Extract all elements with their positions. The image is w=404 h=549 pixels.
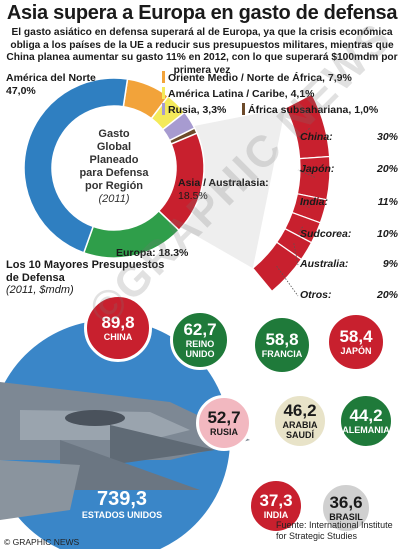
bubble-name: BRASIL <box>329 512 363 522</box>
label-name: América Latina / Caribe <box>168 88 285 100</box>
bubble-name: RUSIA <box>209 427 238 437</box>
asia-row-name: Australia: <box>300 258 349 270</box>
bubble-francia: 58,8 FRANCIA <box>252 315 312 375</box>
label-value: 47,0% <box>6 85 36 97</box>
asia-row: Otros: 20% <box>300 289 398 301</box>
asia-row: Japón: 20% <box>300 163 398 175</box>
swatch-icon <box>162 103 165 115</box>
label-north-america: América del Norte 47,0% <box>6 72 96 98</box>
bubble-value: 58,4 <box>339 327 373 346</box>
bubble-value: 62,7 <box>183 320 217 339</box>
label-name: América del Norte <box>6 72 96 84</box>
bubble-alemania: 44,2 ALEMANIA <box>338 393 394 449</box>
bubble-value: 46,2 <box>283 401 317 420</box>
bubble-china: 89,8 CHINA <box>84 294 152 362</box>
donut-slices <box>23 77 205 259</box>
bubble-value: 739,3 <box>96 487 148 510</box>
swatch-icon <box>242 103 245 115</box>
donut-center-label: Gasto Global Planeado para Defensa por R… <box>58 128 170 206</box>
asia-breakdown-fan <box>174 93 331 297</box>
swatch-icon <box>162 87 165 99</box>
bubble-name: JAPÓN <box>340 346 372 356</box>
bubble-value: 36,6 <box>329 493 363 512</box>
asia-row: Sudcorea: 10% <box>300 228 398 240</box>
asia-row-name: Sudcorea: <box>300 228 352 240</box>
label-name: África subsahariana <box>248 104 349 116</box>
jet-backdrop <box>0 320 250 549</box>
donut-slice-am-rica-del-norte <box>23 77 129 254</box>
asia-row: Australia: 9% <box>300 258 398 270</box>
bubble-rusia: 52,7 RUSIA <box>196 395 252 451</box>
asia-leader-line <box>276 265 299 297</box>
center-line: Global <box>96 141 132 153</box>
asia-row-value: 9% <box>382 258 398 270</box>
asia-row-name: China: <box>300 131 333 143</box>
bubble-india: 37,3 INDIA <box>248 478 304 534</box>
center-line: por Región <box>84 180 144 192</box>
page-title: Asia supera a Europa en gasto de defensa <box>6 2 398 24</box>
center-line: para Defensa <box>79 167 149 179</box>
label-value: 18.5% <box>178 190 208 202</box>
label-russia: Rusia, 3,3% <box>162 103 226 116</box>
label-europe: Europa: 18.3% <box>116 247 188 259</box>
bubble-brasil: 36,6 BRASIL <box>320 482 372 534</box>
asia-row-value: 11% <box>377 196 398 208</box>
asia-leader-line <box>297 202 310 208</box>
bubble-reino-unido: 62,7 REINO UNIDO <box>170 310 230 370</box>
top10-heading: Los 10 Mayores Presupuestos de Defensa (… <box>6 259 176 297</box>
label-asia: Asia / Australasia: 18.5% <box>178 177 269 203</box>
asia-row-name: Otros: <box>300 289 332 301</box>
top10-title: Los 10 Mayores Presupuestos de Defensa <box>6 259 165 284</box>
asia-row-value: 30% <box>376 131 398 143</box>
center-line: Gasto <box>98 128 130 140</box>
bubble-value: 44,2 <box>349 406 383 425</box>
asia-row-value: 10% <box>376 228 398 240</box>
label-value: 18.3% <box>158 247 189 259</box>
asia-row: China: 30% <box>300 131 398 143</box>
asia-row-value: 20% <box>376 163 398 175</box>
label-name: Rusia <box>168 104 197 116</box>
asia-row-value: 20% <box>376 289 398 301</box>
bubble-value: 37,3 <box>259 491 293 510</box>
label-middle-east: Oriente Medio / Norte de África, 7,9% <box>162 71 352 84</box>
center-line: Planeado <box>89 154 139 166</box>
asia-row-name: India: <box>300 196 328 208</box>
label-value: 1,0% <box>354 104 379 116</box>
label-name: Europa: <box>116 247 156 259</box>
bubble-value: 89,8 <box>101 313 135 332</box>
bubble-name: ARABIA SAUDÍ <box>282 420 318 440</box>
label-value: 7,9% <box>327 72 352 84</box>
bubble-name: FRANCIA <box>261 349 303 359</box>
bubble-value: 52,7 <box>207 408 241 427</box>
bubble-value: 58,8 <box>265 330 299 349</box>
label-latin-america: América Latina / Caribe, 4,1% <box>162 87 315 100</box>
swatch-icon <box>162 71 165 83</box>
top10-subtitle: (2011, $mdm) <box>6 284 74 296</box>
bubble-name: CHINA <box>103 332 133 342</box>
bubble-name: ESTADOS UNIDOS <box>81 509 163 520</box>
bubble-arabia-saud-: 46,2 ARABIA SAUDÍ <box>272 393 328 449</box>
copyright: © GRAPHIC NEWS <box>4 537 80 547</box>
asia-leader-line <box>297 169 315 178</box>
bubble-jap-n: 58,4 JAPÓN <box>326 312 386 372</box>
label-name: Asia / Australasia: <box>178 177 269 189</box>
center-year: (2011) <box>98 193 130 205</box>
asia-row: India: 11% <box>300 196 398 208</box>
bubble-name: REINO UNIDO <box>185 339 215 359</box>
label-name: Oriente Medio / Norte de África <box>168 72 323 84</box>
bubble-estados-unidos: 739,3 ESTADOS UNIDOS <box>80 462 164 546</box>
asia-leader-line <box>297 128 310 139</box>
bubble-name: ALEMANIA <box>342 425 390 435</box>
fighter-jet-icon <box>0 382 250 520</box>
source-note: Fuente: International Institute for Stra… <box>276 520 393 541</box>
intro-text: El gasto asiático en defensa superará al… <box>6 27 398 76</box>
label-subsaharan: África subsahariana, 1,0% <box>242 103 378 116</box>
label-value: 3,3% <box>202 104 227 116</box>
asia-leader-line <box>293 243 299 266</box>
label-value: 4,1% <box>290 88 315 100</box>
bubble-name: INDIA <box>263 510 289 520</box>
asia-row-name: Japón: <box>300 163 335 175</box>
